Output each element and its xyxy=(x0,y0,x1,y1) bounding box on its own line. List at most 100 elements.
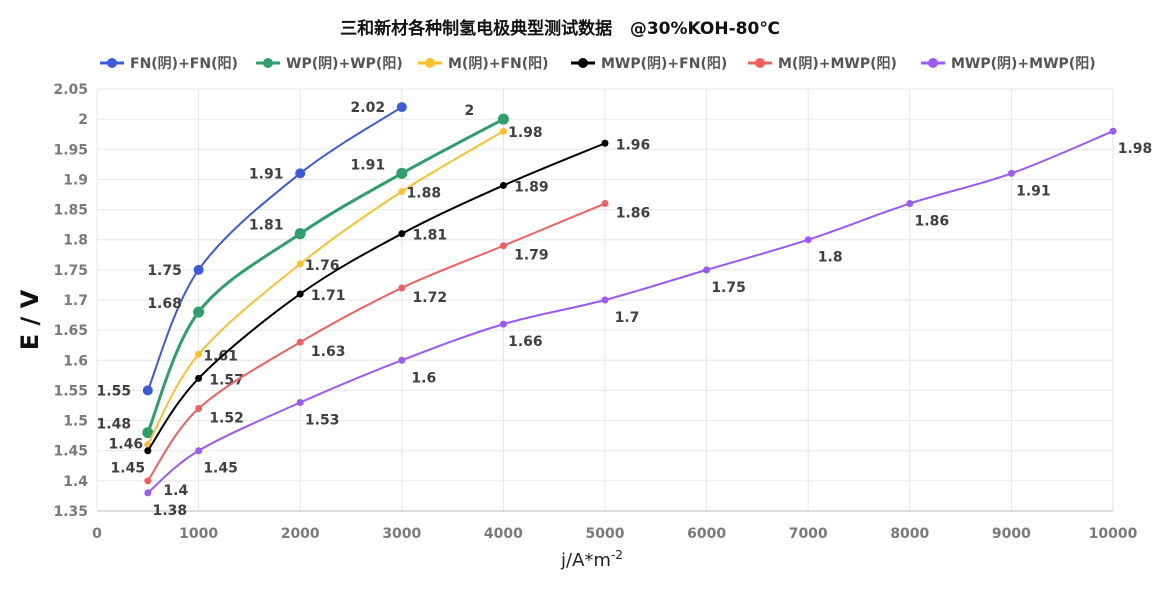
data-label: 1.57 xyxy=(209,372,244,388)
data-point xyxy=(497,113,509,125)
y-tick-label: 1.45 xyxy=(53,444,88,460)
legend-label: MWP(阴)+MWP(阳) xyxy=(951,56,1096,72)
data-label: 1.38 xyxy=(153,503,188,519)
data-point xyxy=(906,200,914,208)
series-3: 1.461.611.761.881.98 xyxy=(109,125,543,452)
data-label: 1.86 xyxy=(616,206,651,222)
legend-marker-icon xyxy=(578,58,588,68)
x-tick-label: 2000 xyxy=(281,526,320,542)
legend-label: FN(阴)+FN(阳) xyxy=(130,56,238,72)
data-point xyxy=(294,228,306,240)
data-point xyxy=(144,477,152,485)
data-label: 1.8 xyxy=(818,250,843,266)
data-point xyxy=(398,187,406,195)
x-tick-label: 0 xyxy=(92,526,102,542)
x-tick-label: 8000 xyxy=(890,526,929,542)
data-point xyxy=(499,242,507,250)
legend-label: M(阴)+FN(阳) xyxy=(448,56,549,72)
y-tick-label: 1.4 xyxy=(63,474,88,490)
data-label: 1.68 xyxy=(147,296,182,312)
data-label: 1.81 xyxy=(413,228,448,244)
legend-marker-icon xyxy=(263,58,273,68)
data-label: 1.81 xyxy=(249,218,284,234)
data-point xyxy=(499,320,507,328)
data-point xyxy=(193,264,204,275)
data-point xyxy=(396,167,408,179)
legend-label: WP(阴)+WP(阳) xyxy=(286,56,403,72)
series-line xyxy=(146,106,403,391)
data-point xyxy=(296,398,304,406)
data-point xyxy=(396,102,407,113)
series-2: 1.48 1.68 1.81 1.91 2 xyxy=(97,103,509,439)
data-label: 1.75 xyxy=(711,280,746,296)
x-axis-label-sup: -2 xyxy=(611,548,623,562)
data-label: 1.88 xyxy=(407,185,442,201)
legend-marker-icon xyxy=(425,58,435,68)
data-point xyxy=(296,290,304,298)
data-point xyxy=(195,447,203,455)
data-label: 1.55 xyxy=(97,383,132,399)
y-tick-label: 1.65 xyxy=(53,323,88,339)
data-point xyxy=(398,230,406,238)
series-4: 1.45 1.57 1.71 1.81 1.89 1.96 xyxy=(111,137,651,476)
series-1: 1.55 1.75 1.91 2.02 xyxy=(97,100,407,399)
data-label: 2.02 xyxy=(351,100,386,116)
legend-item-6: MWP(阴)+MWP(阳) xyxy=(921,56,1096,72)
axes: 1.35 1.4 1.45 1.5 1.55 1.6 1.65 1.7 1.75 1.8 1.85 1… xyxy=(53,82,1137,542)
legend-marker-icon xyxy=(928,58,938,68)
legend-item-4: MWP(阴)+FN(阳) xyxy=(571,56,727,72)
legend-item-2: WP(阴)+WP(阳) xyxy=(256,56,403,72)
data-point xyxy=(295,168,306,179)
data-label: 1.52 xyxy=(209,411,244,427)
data-point xyxy=(195,350,203,358)
data-point xyxy=(601,139,609,147)
y-tick-label: 1.6 xyxy=(63,353,88,369)
data-label: 1.46 xyxy=(109,437,144,453)
data-label: 1.91 xyxy=(1016,183,1051,199)
data-label: 2 xyxy=(465,103,475,119)
x-tick-label: 7000 xyxy=(789,526,828,542)
data-label: 1.91 xyxy=(351,157,386,173)
x-tick-label: 3000 xyxy=(382,526,421,542)
x-tick-label: 1000 xyxy=(179,526,218,542)
data-label: 1.98 xyxy=(508,125,543,141)
y-tick-label: 1.7 xyxy=(63,293,88,309)
data-point xyxy=(499,127,507,135)
data-label: 1.66 xyxy=(508,334,543,350)
legend-item-5: M(阴)+MWP(阳) xyxy=(748,56,897,72)
data-point xyxy=(398,284,406,292)
data-label: 1.79 xyxy=(514,248,549,264)
data-label: 1.45 xyxy=(203,461,238,477)
data-point xyxy=(499,181,507,189)
data-label: 1.96 xyxy=(616,137,651,153)
x-tick-label: 10000 xyxy=(1089,526,1138,542)
data-point xyxy=(601,200,609,208)
legend: FN(阴)+FN(阳) WP(阴)+WP(阳) M(阴)+FN(阳) MWP(阴)+F… xyxy=(100,56,1096,72)
y-tick-label: 1.85 xyxy=(53,203,88,219)
x-tick-label: 9000 xyxy=(992,526,1031,542)
data-point xyxy=(296,260,304,268)
data-point xyxy=(195,405,203,413)
legend-label: M(阴)+MWP(阳) xyxy=(778,56,897,72)
data-label: 1.45 xyxy=(111,461,146,477)
data-point xyxy=(1007,169,1015,177)
y-axis-label: E / V xyxy=(16,289,44,350)
data-label: 1.91 xyxy=(249,166,284,182)
data-label: 1.63 xyxy=(311,344,346,360)
x-tick-label: 6000 xyxy=(687,526,726,542)
y-tick-label: 1.35 xyxy=(53,504,88,520)
data-point xyxy=(398,356,406,364)
x-axis-label-main: j/A*m xyxy=(560,550,611,571)
legend-item-3: M(阴)+FN(阳) xyxy=(418,56,549,72)
data-label: 1.71 xyxy=(311,288,346,304)
y-tick-label: 2 xyxy=(78,112,88,128)
data-label: 1.53 xyxy=(305,412,340,428)
data-point xyxy=(142,427,154,439)
y-tick-label: 1.9 xyxy=(63,172,88,188)
data-point xyxy=(193,306,205,318)
data-point xyxy=(601,296,609,304)
legend-item-1: FN(阴)+FN(阳) xyxy=(100,56,238,72)
x-axis-label: j/A*m-2 xyxy=(560,548,623,571)
series-5: 1.4 1.52 1.63 1.72 1.79 1.86 xyxy=(144,200,650,499)
data-label: 1.76 xyxy=(305,258,340,274)
